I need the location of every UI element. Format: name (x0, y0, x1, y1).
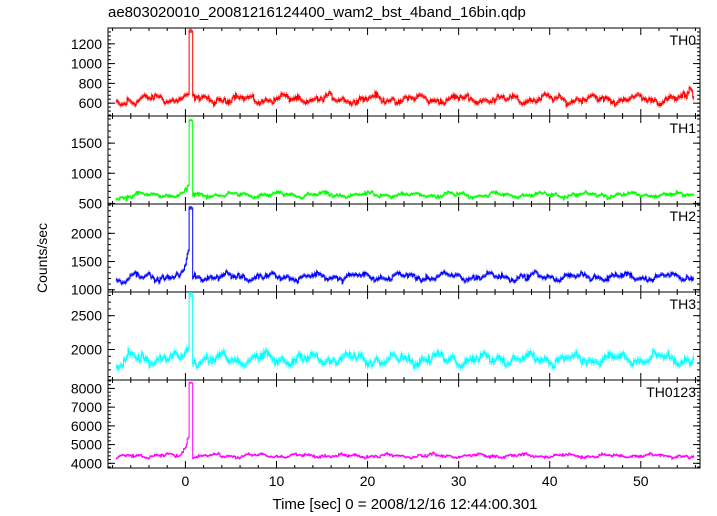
x-axis-label: Time [sec] 0 = 2008/12/16 12:44:00.301 (272, 496, 538, 513)
y-tick-label: 6000 (71, 418, 102, 434)
y-tick-label: 2000 (71, 225, 102, 241)
x-tick-label: 0 (182, 473, 190, 489)
panel-label-th3: TH3 (670, 296, 697, 312)
y-tick-label: 1000 (71, 56, 102, 72)
series-errorbars-th1 (115, 118, 694, 202)
panel-label-th0123: TH0123 (646, 384, 696, 400)
y-tick-label: 7000 (71, 399, 102, 415)
x-tick-label: 20 (360, 473, 376, 489)
series-line-th3 (116, 293, 695, 370)
series-errorbars-th2 (115, 206, 694, 286)
y-tick-label: 1000 (71, 282, 102, 298)
panel-label-th2: TH2 (670, 208, 697, 224)
x-tick-label: 10 (269, 473, 285, 489)
y-tick-label: 5000 (71, 437, 102, 453)
chart-title: ae803020010_20081216124400_wam2_bst_4ban… (108, 4, 526, 21)
y-tick-label: 800 (79, 75, 103, 91)
y-tick-label: 1200 (71, 36, 102, 52)
x-tick-label: 40 (542, 473, 558, 489)
y-tick-label: 2500 (71, 308, 102, 324)
panel-frame (107, 115, 701, 205)
series-line-th0123 (116, 382, 695, 460)
series-line-th0 (116, 30, 695, 107)
y-tick-label: 1500 (71, 135, 102, 151)
y-tick-label: 2000 (71, 342, 102, 358)
panel-label-th1: TH1 (670, 120, 697, 136)
x-tick-label: 50 (633, 473, 649, 489)
y-tick-label: 1000 (71, 165, 102, 181)
x-tick-label: 30 (451, 473, 467, 489)
y-tick-label: 8000 (71, 380, 102, 396)
y-tick-label: 600 (79, 95, 103, 111)
panel-label-th0: TH0 (670, 32, 697, 48)
series-line-th2 (116, 207, 695, 285)
y-tick-label: 500 (79, 195, 103, 211)
series-errorbars-th0123 (115, 381, 694, 460)
panel-frame (107, 203, 701, 293)
y-tick-label: 4000 (71, 455, 102, 471)
series-line-th1 (116, 119, 695, 202)
y-tick-label: 1500 (71, 254, 102, 270)
